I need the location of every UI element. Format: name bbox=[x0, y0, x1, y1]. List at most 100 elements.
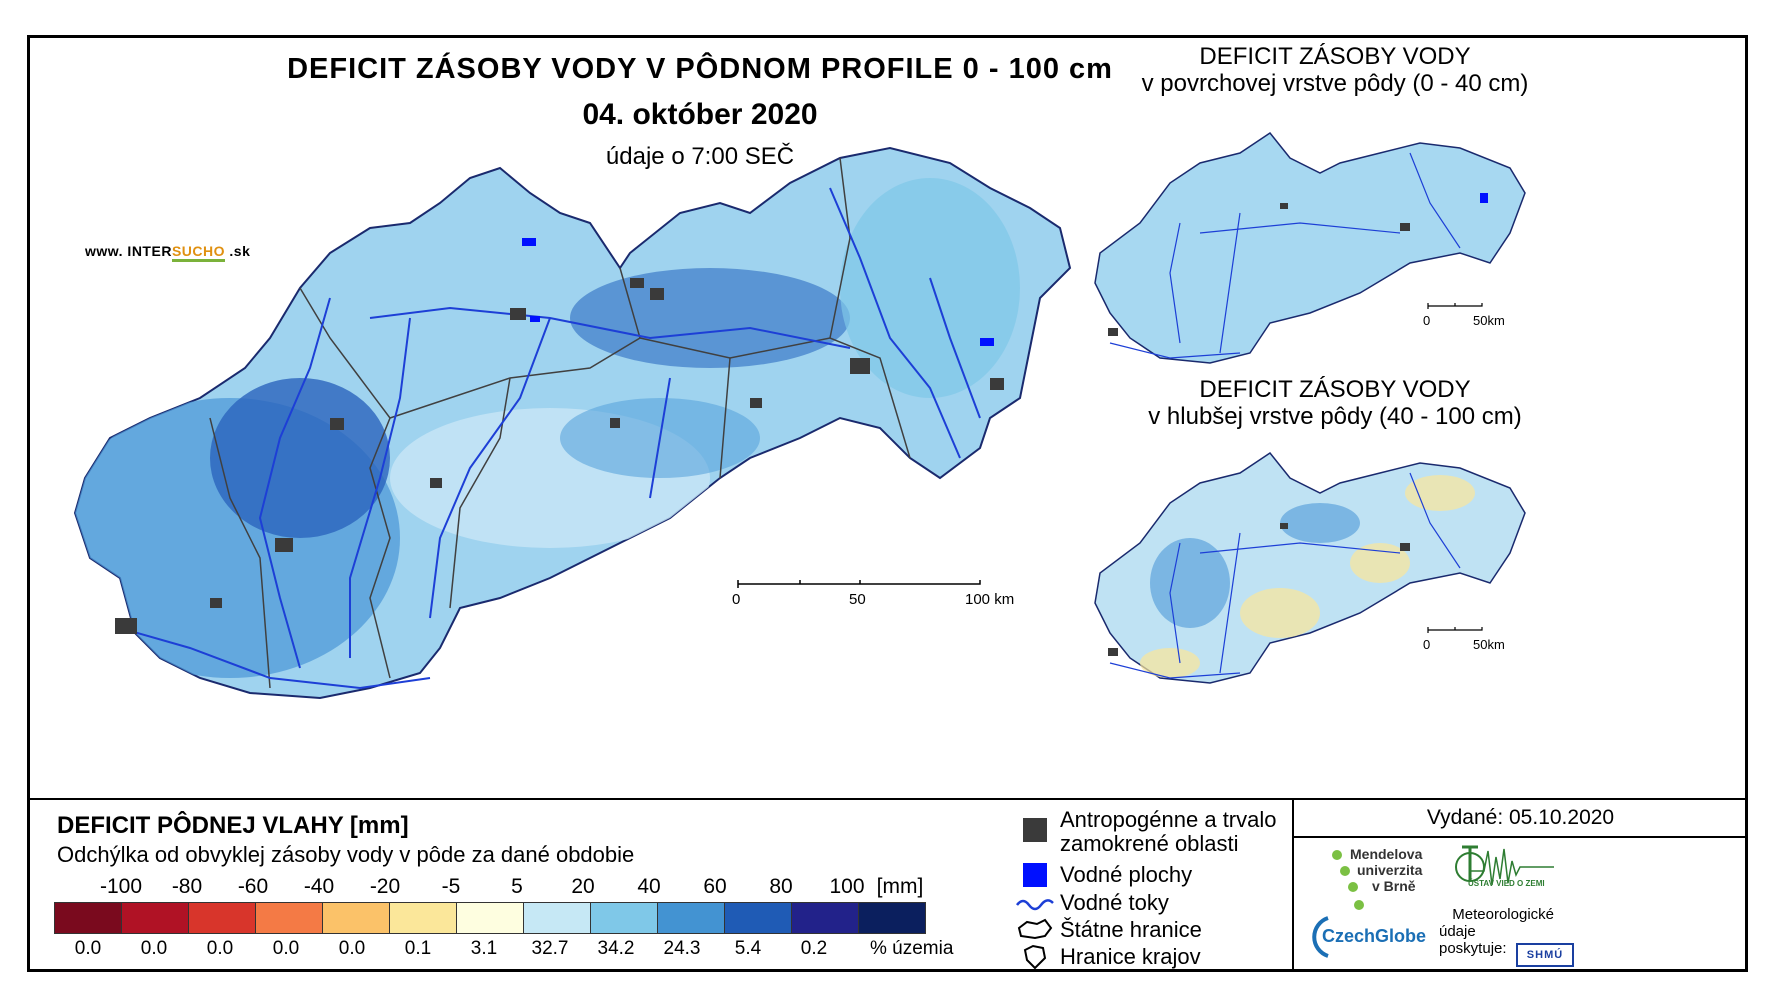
czechglobe-label: CzechGlobe bbox=[1322, 926, 1427, 946]
legend-color-swatch bbox=[323, 903, 390, 933]
deficit-zone-east bbox=[840, 178, 1020, 398]
legend-percentage: 0.0 bbox=[74, 938, 102, 959]
state-border-label: Štátne hranice bbox=[1060, 917, 1202, 942]
legend-color-swatch bbox=[390, 903, 457, 933]
legend-color-swatch bbox=[591, 903, 658, 933]
partner-logos: Mendelova univerzita v Brně CzechGlobe Ú… bbox=[1292, 836, 1747, 971]
legend-percentage: 0.0 bbox=[272, 938, 300, 959]
mendel-line3: v Brně bbox=[1372, 878, 1416, 894]
inset-bottom-map bbox=[1094, 451, 1526, 684]
anthropogenic-label: Antropogénne a trvalo zamokrené oblasti bbox=[1060, 808, 1277, 856]
legend-percentage: 5.4 bbox=[734, 938, 762, 959]
main-map bbox=[73, 146, 1072, 700]
inset-bottom-scale-50: 50km bbox=[1473, 637, 1505, 652]
state-border-icon bbox=[1017, 918, 1053, 940]
legend-color-swatch bbox=[122, 903, 189, 933]
inset-bottom-title-line1: DEFICIT ZÁSOBY VODY bbox=[1199, 376, 1471, 403]
legend-color-swatch bbox=[457, 903, 524, 933]
inset-top-country-shape bbox=[1094, 131, 1526, 364]
streams-label: Vodné toky bbox=[1060, 890, 1169, 915]
legend-threshold: 100 bbox=[829, 875, 865, 898]
legend-color-swatch bbox=[256, 903, 323, 933]
legend-percentage: 0.1 bbox=[404, 938, 432, 959]
legend-color-swatch bbox=[189, 903, 256, 933]
seismograph-icon bbox=[1455, 845, 1554, 886]
legend-color-swatch bbox=[658, 903, 725, 933]
region-border-label: Hranice krajov bbox=[1060, 944, 1201, 969]
legend-area: DEFICIT PÔDNEJ VLAHY [mm] Odchýlka od ob… bbox=[30, 798, 1747, 971]
legend-color-swatch bbox=[55, 903, 122, 933]
inset-bottom-scale-bar bbox=[1427, 627, 1483, 633]
anthropogenic-label-line1: Antropogénne a trvalo bbox=[1060, 807, 1277, 832]
inset-top-title-line2: v povrchovej vrstve pôdy (0 - 40 cm) bbox=[1141, 70, 1529, 97]
legend-color-swatch bbox=[524, 903, 591, 933]
water-bodies bbox=[522, 238, 994, 346]
water-bodies-swatch bbox=[1023, 863, 1047, 887]
legend-color-swatch bbox=[792, 903, 859, 933]
legend-threshold: 40 bbox=[637, 875, 661, 898]
legend-percentage: 32.7 bbox=[531, 938, 569, 959]
inset-top-map bbox=[1094, 131, 1526, 364]
meteo-line2: údaje bbox=[1439, 923, 1476, 940]
map-frame: DEFICIT ZÁSOBY VODY V PÔDNOM PROFILE 0 -… bbox=[27, 35, 1748, 972]
deficit-zone-north bbox=[570, 268, 850, 368]
mendel-dot-icon bbox=[1354, 900, 1364, 910]
legend-threshold: -80 bbox=[171, 875, 203, 898]
website-accent: SUCHO bbox=[171, 243, 225, 262]
anthropogenic-swatch bbox=[1023, 818, 1047, 842]
map-title: DEFICIT ZÁSOBY VODY V PÔDNOM PROFILE 0 -… bbox=[287, 53, 1113, 85]
region-borders bbox=[209, 157, 911, 689]
legend-threshold: 60 bbox=[703, 875, 727, 898]
inset-bottom-urban bbox=[1108, 523, 1410, 656]
uvgz-logo: ÚSTAV VIED O ZEMI bbox=[1454, 841, 1564, 901]
meteo-line1: Meteorologické bbox=[1452, 906, 1554, 923]
legend-subtitle: Odchýlka od obvyklej zásoby vody v pôde … bbox=[57, 842, 635, 867]
inset-top-scale-0: 0 bbox=[1423, 313, 1431, 328]
legend-percentage: 0.0 bbox=[206, 938, 234, 959]
legend-percentage: 3.1 bbox=[470, 938, 498, 959]
legend-title: DEFICIT PÔDNEJ VLAHY [mm] bbox=[57, 812, 409, 839]
inset-bottom-wet-zones bbox=[1150, 503, 1360, 628]
shmu-label: SHMÚ bbox=[1526, 949, 1564, 961]
mendel-dot-icon bbox=[1332, 850, 1342, 860]
czechglobe-logo: CzechGlobe bbox=[1302, 914, 1432, 964]
inset-top-water bbox=[1480, 193, 1488, 203]
legend-color-bar bbox=[54, 902, 926, 934]
legend-threshold: -60 bbox=[237, 875, 269, 898]
inset-top-urban bbox=[1108, 203, 1410, 336]
deficit-zone-central bbox=[210, 378, 390, 538]
legend-pct-unit: % územia bbox=[870, 938, 954, 959]
legend-percentage: 24.3 bbox=[663, 938, 701, 959]
legend-percentage: 0.0 bbox=[140, 938, 168, 959]
inset-top-rivers bbox=[1109, 152, 1461, 359]
legend-percentage: 0.0 bbox=[338, 938, 366, 959]
inset-top-title-line1: DEFICIT ZÁSOBY VODY bbox=[1199, 43, 1471, 70]
legend-threshold: 80 bbox=[769, 875, 793, 898]
inset-top-title: DEFICIT ZÁSOBY VODY v povrchovej vrstve … bbox=[1075, 43, 1595, 97]
legend-threshold: 20 bbox=[571, 875, 595, 898]
anthropogenic-label-line2: zamokrené oblasti bbox=[1060, 831, 1239, 856]
website-suffix: .sk bbox=[225, 243, 251, 259]
inset-top-scale-50: 50km bbox=[1473, 313, 1505, 328]
mendel-dot-icon bbox=[1340, 866, 1350, 876]
website-prefix: www. INTER bbox=[85, 243, 172, 259]
map-time: údaje o 7:00 SEČ bbox=[605, 143, 795, 170]
website-link[interactable]: www. INTERSUCHO .sk bbox=[85, 243, 251, 262]
stream-line-icon bbox=[1016, 899, 1054, 911]
shmu-logo: SHMÚ bbox=[1516, 943, 1574, 967]
map-date: 04. október 2020 bbox=[582, 98, 818, 131]
legend-scale: -100 -80 -60 -40 -20 -5 5 20 40 60 80 10… bbox=[30, 800, 1030, 971]
legend-unit: [mm] bbox=[876, 875, 924, 898]
issued-date: Vydané: 05.10.2020 bbox=[1292, 800, 1747, 838]
legend-threshold: -100 bbox=[99, 875, 143, 898]
main-scale-label-0: 0 bbox=[732, 591, 741, 608]
meteo-line3: poskytuje: bbox=[1439, 940, 1507, 957]
map-area: DEFICIT ZÁSOBY VODY V PÔDNOM PROFILE 0 -… bbox=[30, 38, 1745, 798]
legend-threshold: -40 bbox=[303, 875, 335, 898]
legend-threshold: 5 bbox=[511, 875, 523, 898]
mendel-line1: Mendelova bbox=[1350, 846, 1423, 862]
uvgz-label: ÚSTAV VIED O ZEMI bbox=[1468, 879, 1545, 888]
rivers bbox=[119, 187, 981, 690]
main-scale-label-50: 50 bbox=[849, 591, 866, 608]
mendel-line2: univerzita bbox=[1357, 862, 1423, 878]
